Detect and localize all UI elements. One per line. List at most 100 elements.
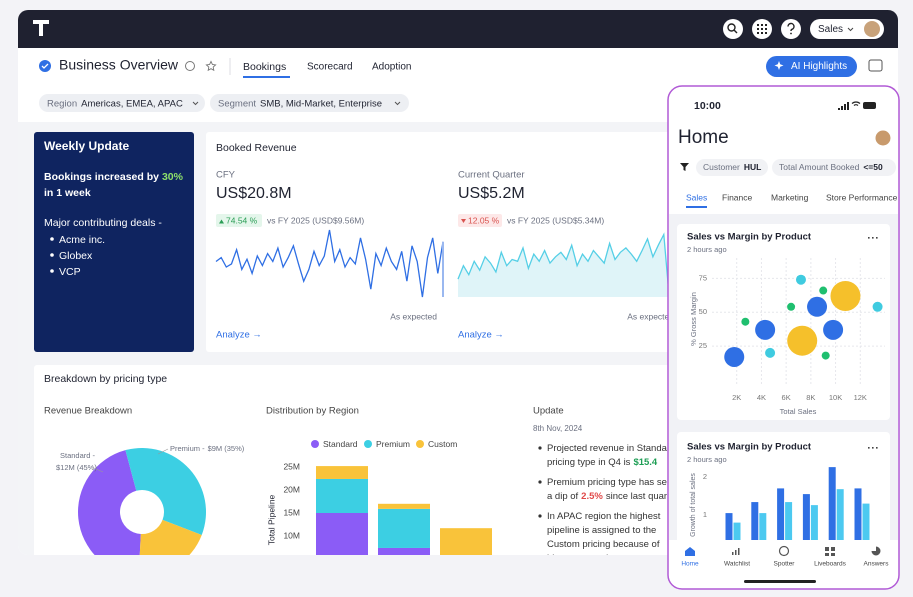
nav-icon[interactable]: [778, 545, 790, 557]
tab[interactable]: Finance: [722, 192, 753, 202]
deal: Globex: [59, 250, 93, 262]
y-tick-label: 1: [703, 510, 707, 519]
chart-subtitle: 2 hours ago: [687, 245, 727, 254]
nav-label[interactable]: Spotter: [774, 561, 796, 568]
bubble: [787, 325, 818, 356]
x-tick-label: 10K: [829, 393, 842, 402]
user-menu-label: Sales: [818, 24, 843, 35]
y-tick-label: 25: [699, 341, 707, 350]
info-icon[interactable]: [185, 61, 195, 71]
y-axis-label: % Gross Margin: [689, 292, 698, 346]
bullet: [538, 480, 542, 484]
bullet: [50, 237, 54, 241]
update-line: Premium pricing type has se: [547, 477, 667, 488]
update-line: pricing type in Q4 is: [547, 457, 631, 468]
legend-label: Premium: [376, 439, 410, 449]
tab[interactable]: Bookings: [243, 61, 286, 73]
filter-chip[interactable]: Segment SMB, Mid-Market, Enterprise: [210, 94, 409, 112]
donut-slice: [138, 519, 202, 555]
update-text: Projected revenue in Standa: [547, 443, 668, 454]
x-tick-label: 6K: [782, 393, 791, 402]
slice-name: Premium -: [170, 444, 205, 453]
chip-background[interactable]: [696, 159, 768, 176]
chart-title: Sales vs Margin by Product: [687, 442, 812, 453]
nav-label[interactable]: Liveboards: [814, 561, 847, 568]
filter-icon[interactable]: [680, 163, 689, 171]
update-line: Custom pricing because of: [547, 539, 660, 550]
update-line: bigger enterprise targets: [547, 553, 650, 564]
active-tab-underline: [243, 76, 290, 78]
trend-line: [457, 229, 681, 298]
donut-slice: [125, 447, 207, 535]
x-tick-label: 2K: [732, 393, 741, 402]
search-icon: [727, 23, 736, 32]
nav-icon[interactable]: [871, 546, 881, 556]
bar-chart: 12: [703, 467, 870, 553]
update-highlight: $15.4: [633, 457, 657, 468]
chip-background: [39, 94, 205, 112]
nav-label[interactable]: Home: [681, 561, 699, 568]
tab[interactable]: Store Performance: [826, 192, 898, 202]
filter-value: Americas, EMEA, APAC: [81, 98, 183, 109]
trend-line: [215, 229, 444, 298]
more-menu[interactable]: [868, 447, 878, 449]
ai-highlights-button[interactable]: AI Highlights: [766, 56, 857, 77]
tab[interactable]: Adoption: [372, 62, 411, 73]
chip-background: [210, 94, 409, 112]
logo[interactable]: [33, 20, 49, 36]
nav-label[interactable]: Answers: [864, 561, 890, 568]
trend-chart: [215, 229, 444, 298]
bullet: [538, 446, 542, 450]
chart-subtitle: 2 hours ago: [687, 455, 727, 464]
bar: [733, 522, 741, 553]
filter-label: Segment: [218, 98, 256, 109]
nav-icon[interactable]: [825, 547, 835, 556]
update-text: bigger enterprise targets: [547, 553, 650, 564]
y-tick-label: 15M: [283, 507, 300, 517]
verified-icon: [39, 60, 51, 72]
home-indicator: [744, 580, 816, 583]
nav-icon[interactable]: [685, 547, 695, 556]
help-button[interactable]: [781, 19, 801, 39]
tab[interactable]: Marketing: [771, 192, 809, 202]
trend-chart: [457, 229, 681, 298]
chart-title: Sales vs Margin by Product: [687, 232, 812, 243]
legend-swatch: [416, 440, 424, 448]
bubble: [765, 347, 776, 358]
filter-label: Region: [47, 98, 77, 109]
chip-background[interactable]: [772, 159, 896, 176]
apps-button[interactable]: [752, 19, 772, 39]
filter-label: Total Amount Booked: [779, 162, 860, 172]
y-tick-label: 20M: [283, 484, 300, 494]
search-circle: [723, 19, 743, 39]
update-text: Premium pricing type has se: [547, 477, 667, 488]
deal: Acme inc.: [59, 234, 105, 246]
update-line: pipeline is assigned to the: [547, 525, 656, 536]
tab[interactable]: Sales: [686, 192, 707, 202]
more-menu[interactable]: [868, 237, 878, 239]
y-tick-label: 50: [699, 307, 707, 316]
trend-area: [458, 230, 680, 297]
y-tick-label: 75: [699, 273, 707, 282]
comparison: vs FY 2025 (USD$5.34M): [507, 215, 604, 225]
favorite-icon[interactable]: [205, 60, 217, 72]
weekly-update-card: [34, 132, 194, 352]
deal: VCP: [59, 266, 81, 278]
bullet: [50, 269, 54, 273]
search-button[interactable]: [723, 19, 743, 39]
tab[interactable]: Scorecard: [307, 62, 353, 73]
status-time: 10:00: [694, 100, 721, 112]
apps-icon: [757, 24, 767, 34]
update-text: Custom pricing because of: [547, 539, 660, 550]
nav-label[interactable]: Watchlist: [724, 561, 750, 568]
verified-check: [41, 63, 49, 69]
comment-icon[interactable]: [868, 59, 883, 72]
headline-highlight: 30%: [162, 171, 184, 183]
nav-icon[interactable]: [732, 548, 740, 555]
filter-chip[interactable]: Region Americas, EMEA, APAC: [39, 94, 205, 112]
bar: [777, 488, 785, 553]
analyze-link[interactable]: Analyze →: [216, 330, 262, 341]
analyze-link[interactable]: Analyze →: [458, 330, 504, 341]
user-menu[interactable]: Sales: [810, 19, 884, 39]
avatar[interactable]: [875, 130, 891, 146]
